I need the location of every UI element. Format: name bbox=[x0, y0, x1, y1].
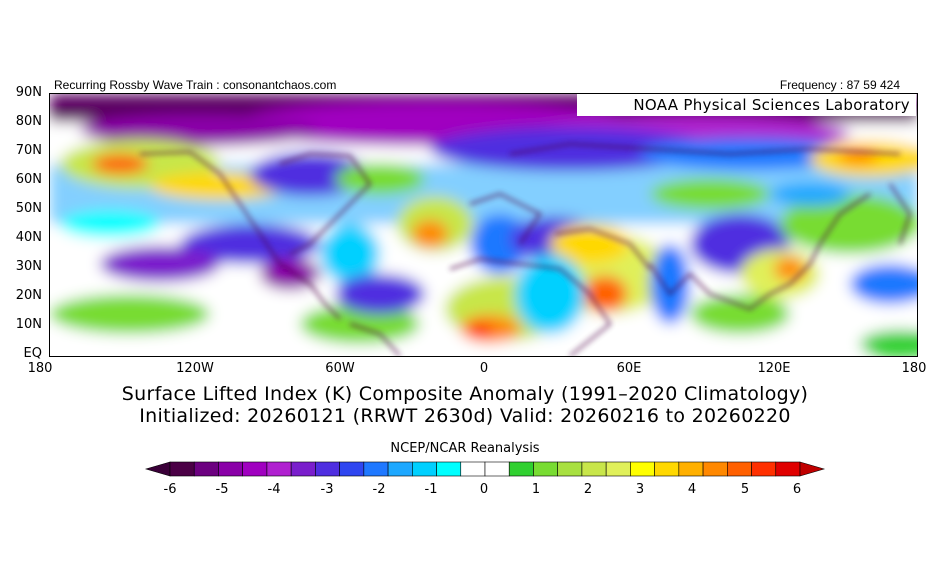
colorbar-label: -4 bbox=[267, 482, 281, 497]
colorbar-cell bbox=[484, 461, 510, 477]
y-tick-label: 30N bbox=[15, 259, 42, 274]
y-tick-label: 20N bbox=[15, 288, 42, 303]
colorbar bbox=[144, 461, 826, 477]
colorbar-label: 1 bbox=[531, 482, 541, 497]
colorbar-cell bbox=[290, 461, 316, 477]
y-tick-label: 80N bbox=[15, 114, 42, 129]
colorbar-cell bbox=[460, 461, 486, 477]
colorbar-cell bbox=[557, 461, 583, 477]
colorbar-cell bbox=[751, 461, 777, 477]
x-tick-label: 120W bbox=[176, 361, 214, 376]
colorbar-cell bbox=[315, 461, 340, 477]
colorbar-cell bbox=[581, 461, 607, 477]
colorbar-cell bbox=[727, 461, 752, 477]
anomaly-map bbox=[49, 93, 918, 357]
colorbar-cell bbox=[412, 461, 437, 477]
x-tick-label: 120E bbox=[757, 361, 791, 376]
x-tick-label: 180 bbox=[901, 361, 927, 376]
colorbar-cell bbox=[775, 461, 801, 477]
y-tick-label: 70N bbox=[15, 143, 42, 158]
x-tick-label: 60E bbox=[616, 361, 642, 376]
colorbar-label: -3 bbox=[320, 482, 334, 497]
colorbar-label: 4 bbox=[687, 482, 697, 497]
colorbar-label: -5 bbox=[215, 482, 229, 497]
colorbar-cell bbox=[193, 461, 219, 477]
colorbar-cell bbox=[218, 461, 243, 477]
y-tick-label: 60N bbox=[15, 172, 42, 187]
colorbar-label: 3 bbox=[635, 482, 645, 497]
colorbar-label: 2 bbox=[583, 482, 593, 497]
colorbar-cell bbox=[363, 461, 389, 477]
colorbar-cell bbox=[508, 461, 534, 477]
colorbar-cell bbox=[436, 461, 462, 477]
colorbar-label: -6 bbox=[163, 482, 177, 497]
colorbar-label: 5 bbox=[740, 482, 750, 497]
y-tick-label: 50N bbox=[15, 201, 42, 216]
x-tick-label: 60W bbox=[325, 361, 355, 376]
colorbar-cell bbox=[654, 461, 680, 477]
colorbar-cell bbox=[605, 461, 631, 477]
colorbar-title: NCEP/NCAR Reanalysis bbox=[390, 441, 540, 456]
colorbar-cell bbox=[339, 461, 365, 477]
colorbar-cell bbox=[533, 461, 558, 477]
colorbar-label: 0 bbox=[479, 482, 489, 497]
x-tick-label: 180 bbox=[27, 361, 53, 376]
y-tick-label: EQ bbox=[23, 346, 42, 361]
y-tick-label: 10N bbox=[15, 317, 42, 332]
colorbar-cell bbox=[242, 461, 268, 477]
y-tick-label: 40N bbox=[15, 230, 42, 245]
y-tick-label: 90N bbox=[15, 85, 42, 100]
colorbar-label: -2 bbox=[372, 482, 386, 497]
anomaly-field bbox=[50, 94, 917, 356]
colorbar-under-arrow bbox=[144, 461, 171, 477]
colorbar-label: -1 bbox=[424, 482, 438, 497]
lab-label: NOAA Physical Sciences Laboratory bbox=[577, 94, 916, 116]
colorbar-cell bbox=[169, 461, 195, 477]
frequency-text: Frequency : 87 59 424 bbox=[779, 78, 900, 92]
x-tick-label: 0 bbox=[479, 361, 489, 376]
source-credit: Recurring Rossby Wave Train : consonantc… bbox=[54, 78, 337, 92]
colorbar-over-arrow bbox=[799, 461, 826, 477]
map-title: Surface Lifted Index (K) Composite Anoma… bbox=[121, 383, 809, 405]
colorbar-label: 6 bbox=[792, 482, 802, 497]
colorbar-cell bbox=[702, 461, 728, 477]
colorbar-cell bbox=[387, 461, 413, 477]
colorbar-cell bbox=[630, 461, 655, 477]
map-subtitle: Initialized: 20260121 (RRWT 2630d) Valid… bbox=[139, 405, 791, 427]
colorbar-cell bbox=[266, 461, 292, 477]
colorbar-cell bbox=[678, 461, 704, 477]
